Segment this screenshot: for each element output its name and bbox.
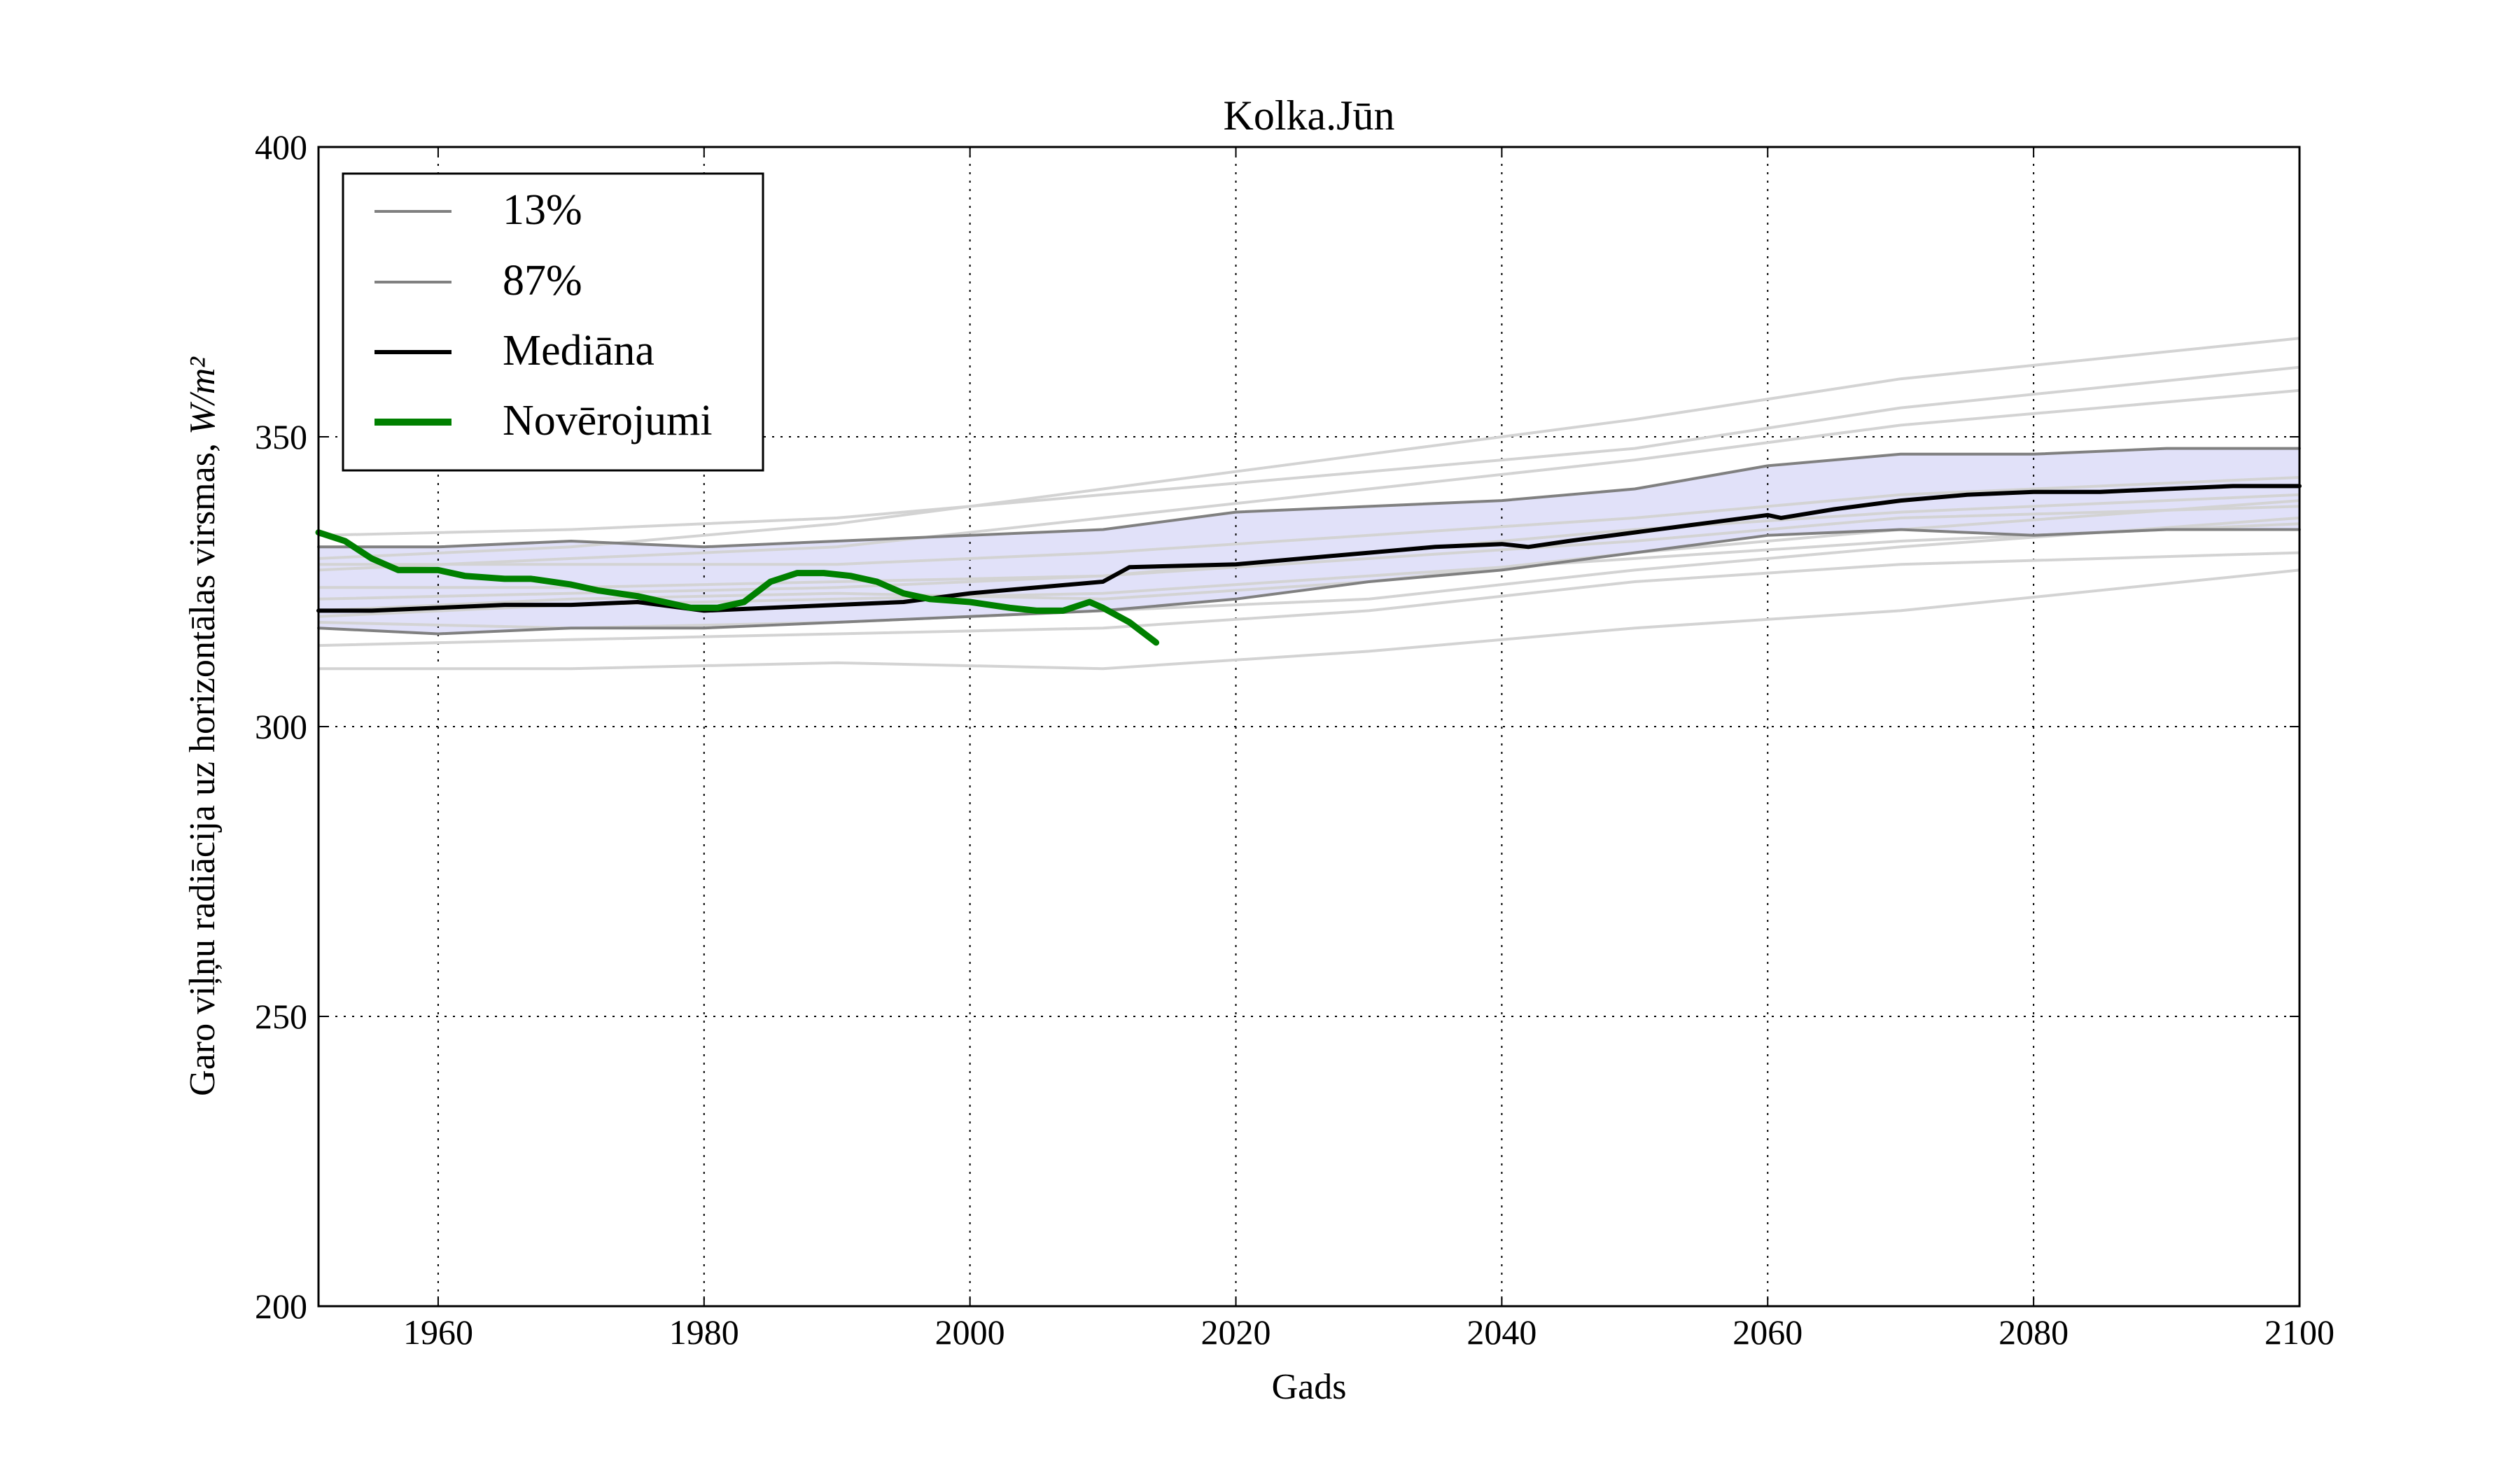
ensemble-line-4 [318,505,2300,589]
y-tick-label: 250 [255,997,307,1036]
ensemble-line-6 [318,365,2300,537]
y-axis-label-text: Garo viļņu radiācija uz horizontālas vir… [183,443,223,1096]
percentile-line-87 [317,447,2301,549]
x-axis-label: Gads [1272,1367,1347,1407]
x-tick-label: 2000 [935,1312,1005,1352]
x-tick-label: 2040 [1466,1312,1536,1352]
ensemble-line-7 [318,388,2300,572]
y-tick-label: 300 [255,707,307,746]
x-tick-label: 1960 [403,1312,473,1352]
main-series-layer [315,447,2302,646]
ensemble-line-1 [318,568,2300,671]
ensemble-line-5 [318,476,2300,566]
legend: 13% 87% Mediāna Novērojumi [342,172,764,472]
y-axis-label: Garo viļņu radiācija uz horizontālas vir… [183,356,223,1096]
x-tick-label: 2020 [1201,1312,1271,1352]
x-tick-label: 2100 [2264,1312,2334,1352]
percentile-line-13 [317,528,2301,636]
y-tick-label: 400 [255,127,307,167]
y-tick-label: 200 [255,1287,307,1326]
legend-label-13: 13% [503,186,582,234]
y-tick-label: 350 [255,417,307,456]
x-tick-label: 2080 [1998,1312,2068,1352]
x-tick-label: 1980 [669,1312,739,1352]
observations-line [315,529,1160,646]
legend-label-median: Mediāna [503,327,654,374]
legend-label-observations: Novērojumi [503,397,713,444]
ensemble-line-2 [318,551,2300,648]
y-axis-label-unit: W/m² [183,356,223,435]
tick-layer: 1960 1980 2000 2020 2040 2060 2080 2100 200 250 30… [255,127,2334,1352]
x-tick-label: 2060 [1732,1312,1802,1352]
median-line [316,484,2302,613]
legend-label-87: 87% [503,257,582,304]
ensemble-line-11 [318,499,2300,612]
chart-title: Kolka.Jūn [1224,92,1395,139]
